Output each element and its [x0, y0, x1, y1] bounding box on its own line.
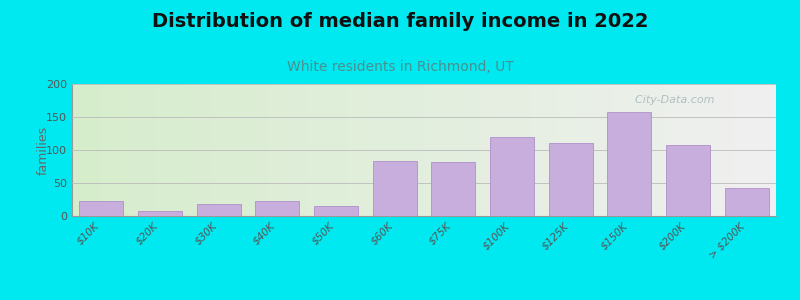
Bar	[725, 188, 769, 216]
Y-axis label: families: families	[37, 125, 50, 175]
Bar	[79, 202, 123, 216]
Text: Distribution of median family income in 2022: Distribution of median family income in …	[152, 12, 648, 31]
Bar	[314, 206, 358, 216]
Text: White residents in Richmond, UT: White residents in Richmond, UT	[286, 60, 514, 74]
Bar	[490, 137, 534, 216]
Bar	[373, 161, 417, 216]
Bar	[666, 146, 710, 216]
Bar	[255, 201, 299, 216]
Bar	[197, 204, 241, 216]
Bar	[549, 143, 593, 216]
Text: City-Data.com: City-Data.com	[628, 95, 714, 105]
Bar	[138, 212, 182, 216]
Bar	[431, 162, 475, 216]
Bar	[607, 112, 651, 216]
